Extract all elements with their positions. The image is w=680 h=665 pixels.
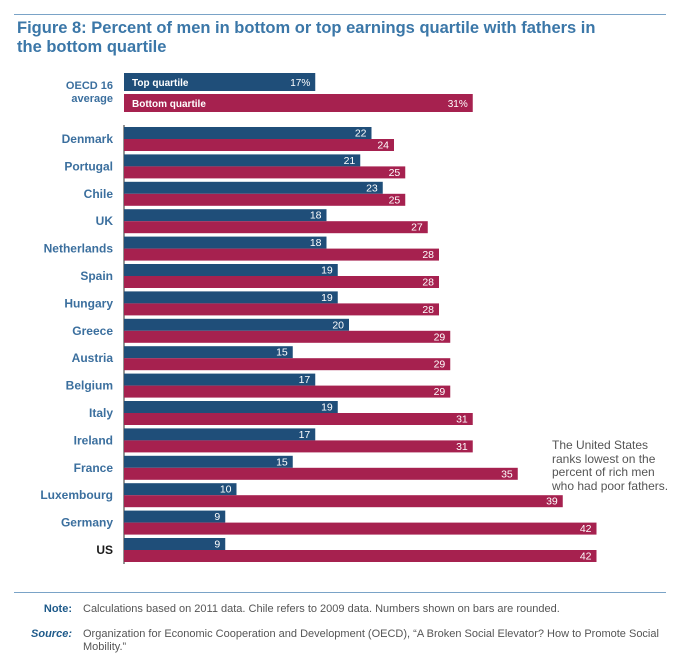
bar-top-uk bbox=[124, 209, 327, 222]
value-label-bottom-hungary: 28 bbox=[422, 304, 434, 316]
category-label-italy: Italy bbox=[89, 406, 113, 420]
top-rule bbox=[14, 14, 666, 15]
category-label-austria: Austria bbox=[72, 351, 114, 365]
category-label-france: France bbox=[74, 461, 114, 475]
value-label-top-uk: 18 bbox=[310, 210, 322, 222]
legend-bottom-quartile: Bottom quartile bbox=[132, 99, 206, 110]
category-label-spain: Spain bbox=[80, 269, 113, 283]
value-label-top-average: 17% bbox=[290, 78, 310, 89]
value-label-bottom-spain: 28 bbox=[422, 277, 434, 289]
source-text: Organization for Economic Cooperation an… bbox=[83, 628, 659, 653]
value-label-bottom-greece: 29 bbox=[434, 331, 446, 343]
value-label-bottom-belgium: 29 bbox=[434, 386, 446, 398]
value-label-top-us: 9 bbox=[214, 539, 220, 551]
value-label-top-france: 15 bbox=[276, 456, 288, 468]
value-label-bottom-austria: 29 bbox=[434, 359, 446, 371]
value-label-top-luxembourg: 10 bbox=[220, 484, 232, 496]
bar-top-us bbox=[124, 538, 226, 550]
value-label-top-chile: 23 bbox=[366, 182, 378, 194]
category-label-denmark: Denmark bbox=[62, 132, 114, 146]
category-label-us: US bbox=[96, 543, 113, 557]
source: Source: Organization for Economic Cooper… bbox=[14, 628, 666, 654]
value-label-top-ireland: 17 bbox=[299, 429, 311, 441]
callout-annotation: The United States ranks lowest on the pe… bbox=[552, 438, 669, 493]
bar-bottom-us bbox=[124, 550, 597, 562]
category-label-luxembourg: Luxembourg bbox=[40, 488, 113, 502]
category-label-netherlands: Netherlands bbox=[44, 242, 114, 256]
value-label-top-netherlands: 18 bbox=[310, 237, 322, 249]
chart-title: Figure 8: Percent of men in bottom or to… bbox=[17, 19, 596, 56]
bar-top-netherlands bbox=[124, 236, 327, 249]
bar-bottom-denmark bbox=[124, 139, 394, 151]
value-label-bottom-us: 42 bbox=[580, 551, 592, 563]
category-label-germany: Germany bbox=[61, 516, 113, 530]
value-label-top-italy: 19 bbox=[321, 402, 333, 414]
category-label-chile: Chile bbox=[84, 187, 114, 201]
bar-top-hungary bbox=[124, 291, 338, 304]
legend-top-quartile: Top quartile bbox=[132, 78, 189, 89]
bar-bottom-luxembourg bbox=[124, 495, 563, 508]
bar-top-luxembourg bbox=[124, 483, 237, 496]
bar-bottom-chile bbox=[124, 193, 406, 206]
category-label-greece: Greece bbox=[72, 324, 113, 338]
bar-top-chile bbox=[124, 181, 383, 194]
bar-top-portugal bbox=[124, 154, 361, 167]
bar-top-italy bbox=[124, 401, 338, 413]
bar-bottom-portugal bbox=[124, 166, 406, 179]
bar-bottom-average bbox=[124, 94, 473, 112]
bar-top-spain bbox=[124, 264, 338, 276]
value-label-top-germany: 9 bbox=[214, 511, 220, 523]
bar-top-ireland bbox=[124, 428, 316, 441]
category-label-oecd-average: OECD 16 bbox=[66, 80, 113, 92]
bar-bottom-spain bbox=[124, 276, 439, 288]
value-label-bottom-chile: 25 bbox=[389, 194, 401, 206]
source-label: Source: bbox=[31, 628, 72, 640]
value-label-bottom-netherlands: 28 bbox=[422, 249, 434, 261]
note-label: Note: bbox=[43, 603, 72, 615]
category-label-portugal: Portugal bbox=[64, 159, 113, 173]
bar-bottom-belgium bbox=[124, 385, 451, 398]
category-label-belgium: Belgium bbox=[66, 379, 113, 393]
bottom-rule bbox=[14, 592, 666, 593]
value-label-top-greece: 20 bbox=[332, 319, 344, 331]
bar-top-austria bbox=[124, 346, 293, 359]
category-label-ireland: Ireland bbox=[74, 433, 113, 447]
bar-bottom-italy bbox=[124, 413, 473, 425]
value-label-top-austria: 15 bbox=[276, 347, 288, 359]
category-label-uk: UK bbox=[96, 214, 114, 228]
value-label-top-belgium: 17 bbox=[299, 374, 311, 386]
bar-top-average bbox=[124, 73, 316, 91]
bar-top-denmark bbox=[124, 127, 372, 139]
value-label-bottom-denmark: 24 bbox=[377, 140, 389, 152]
note-text: Calculations based on 2011 data. Chile r… bbox=[83, 603, 560, 615]
value-label-bottom-france: 35 bbox=[501, 468, 513, 480]
bar-bottom-austria bbox=[124, 358, 451, 371]
value-label-top-spain: 19 bbox=[321, 265, 333, 277]
value-label-bottom-luxembourg: 39 bbox=[546, 496, 558, 508]
bar-bottom-germany bbox=[124, 522, 597, 535]
value-label-bottom-average: 31% bbox=[448, 99, 468, 110]
bar-chart: Top quartile Bottom quartile 17% 31% OECD 16… bbox=[40, 73, 597, 564]
bar-bottom-hungary bbox=[124, 303, 439, 316]
bar-bottom-ireland bbox=[124, 440, 473, 453]
value-label-top-portugal: 21 bbox=[344, 155, 356, 167]
category-label-hungary: Hungary bbox=[64, 296, 113, 310]
bar-bottom-uk bbox=[124, 221, 428, 234]
value-label-top-hungary: 19 bbox=[321, 292, 333, 304]
value-label-bottom-ireland: 31 bbox=[456, 441, 468, 453]
bar-bottom-greece bbox=[124, 330, 451, 343]
bar-top-greece bbox=[124, 318, 349, 331]
value-label-bottom-germany: 42 bbox=[580, 523, 592, 535]
value-label-bottom-portugal: 25 bbox=[389, 167, 401, 179]
bar-top-belgium bbox=[124, 373, 316, 386]
category-label-oecd-average-line2: average bbox=[71, 93, 113, 105]
note: Note: Calculations based on 2011 data. C… bbox=[14, 603, 666, 616]
bar-bottom-netherlands bbox=[124, 248, 439, 261]
bar-bottom-france bbox=[124, 467, 518, 480]
value-label-bottom-uk: 27 bbox=[411, 222, 423, 234]
bar-top-france bbox=[124, 455, 293, 468]
value-label-bottom-italy: 31 bbox=[456, 414, 468, 426]
value-label-top-denmark: 22 bbox=[355, 128, 367, 140]
bar-top-germany bbox=[124, 510, 226, 523]
